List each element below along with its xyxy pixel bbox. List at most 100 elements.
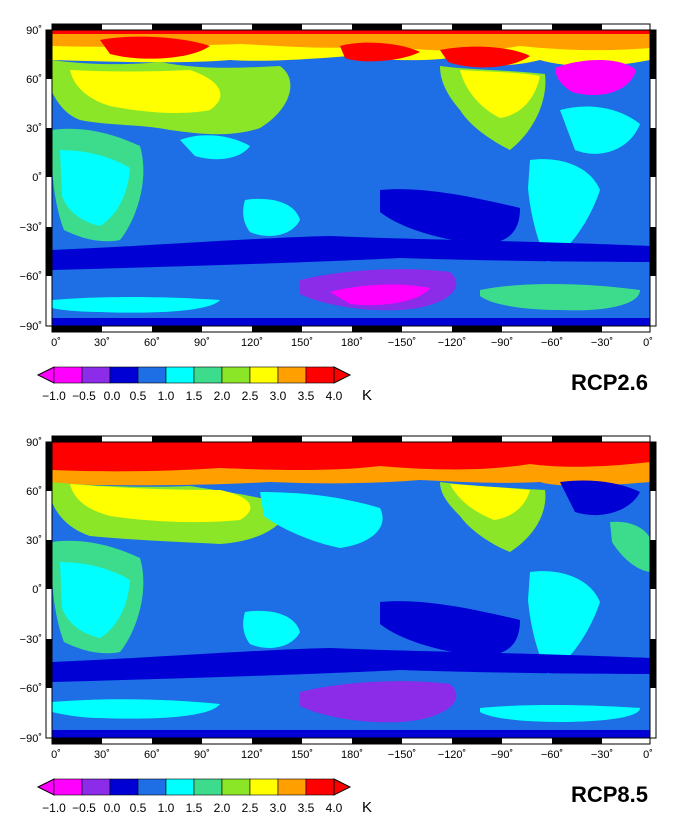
map-panel-rcp26: 90˚ 60˚ 30˚ 0˚ −30˚ −60˚ −90˚ 0˚ 30˚ 60˚… [20, 23, 657, 404]
x-tick-label: −120˚ [438, 749, 466, 761]
x-tick-label: 0˚ [643, 337, 653, 349]
y-tick-label: 0˚ [32, 584, 42, 596]
x-tick-label: 60˚ [144, 337, 160, 349]
colorbar: −1.0 −0.5 0.0 0.5 1.0 1.5 2.0 2.5 3.0 3.… [36, 778, 372, 816]
colorbar-tick-label: 1.5 [186, 801, 203, 815]
colorbar-tick-label: 2.5 [242, 801, 259, 815]
colorbar-swatch [81, 366, 111, 384]
x-tick-label: 30˚ [94, 749, 110, 761]
x-tick-label: 150˚ [291, 337, 313, 349]
colorbar-unit: K [362, 799, 372, 816]
scenario-label: RCP8.5 [571, 782, 648, 807]
colorbar-tick-label: 0.5 [130, 801, 147, 815]
colorbar-swatch [249, 778, 279, 796]
colorbar-tick-label: −1.0 [42, 389, 66, 403]
map-panel-rcp85: 90˚ 60˚ 30˚ 0˚ −30˚ −60˚ −90˚ 0˚ 30˚ 60˚… [0, 412, 680, 832]
colorbar-low-arrow [36, 366, 55, 384]
y-tick-label: −60˚ [20, 271, 42, 283]
colorbar-swatch [53, 778, 83, 796]
x-tick-label: 120˚ [241, 749, 263, 761]
x-tick-label: −60˚ [541, 337, 563, 349]
colorbar-tick-label: −0.5 [72, 389, 96, 403]
colorbar-tick-label: 1.5 [186, 389, 203, 403]
colorbar-tick-label: −0.5 [72, 801, 96, 815]
colorbar-tick-label: 2.0 [214, 801, 231, 815]
colorbar-tick-label: −1.0 [42, 801, 66, 815]
y-axis-ticks: 90˚ 60˚ 30˚ 0˚ −30˚ −60˚ −90˚ [20, 25, 42, 333]
y-tick-label: 30˚ [26, 535, 42, 547]
colorbar-swatch [193, 366, 223, 384]
y-tick-label: −60˚ [20, 683, 42, 695]
colorbar-tick-label: 3.5 [298, 801, 315, 815]
colorbar-swatch [53, 366, 83, 384]
y-tick-label: −90˚ [20, 321, 42, 333]
y-tick-label: −30˚ [20, 222, 42, 234]
x-tick-label: 60˚ [144, 749, 160, 761]
colorbar-swatch [165, 366, 195, 384]
x-tick-label: −60˚ [541, 749, 563, 761]
colorbar-swatch [249, 366, 279, 384]
y-tick-label: −30˚ [20, 634, 42, 646]
x-tick-label: −150˚ [388, 337, 416, 349]
map-figure-rcp26: 90˚ 60˚ 30˚ 0˚ −30˚ −60˚ −90˚ 0˚ 30˚ 60˚… [20, 23, 657, 404]
y-axis-ticks: 90˚ 60˚ 30˚ 0˚ −30˚ −60˚ −90˚ [20, 437, 42, 745]
colorbar-tick-label: 2.5 [242, 389, 259, 403]
colorbar-swatch [109, 778, 139, 796]
colorbar-tick-label: 3.0 [270, 801, 287, 815]
colorbar-high-arrow [333, 778, 352, 796]
x-tick-label: 0˚ [643, 749, 653, 761]
x-axis-ticks: 0˚ 30˚ 60˚ 90˚ 120˚ 150˚ 180˚ −150˚ −120… [51, 749, 653, 761]
x-tick-label: 0˚ [51, 337, 61, 349]
colorbar-tick-label: 2.0 [214, 389, 231, 403]
colorbar-low-arrow [36, 778, 55, 796]
colorbar-swatch [305, 778, 335, 796]
x-tick-label: 30˚ [94, 337, 110, 349]
colorbar-tick-label: 3.5 [298, 389, 315, 403]
x-tick-label: 150˚ [291, 749, 313, 761]
scenario-label: RCP2.6 [571, 370, 648, 395]
y-tick-label: 90˚ [26, 25, 42, 37]
x-tick-label: 180˚ [341, 749, 363, 761]
x-tick-label: −90˚ [491, 749, 513, 761]
map-figure-rcp85: 90˚ 60˚ 30˚ 0˚ −30˚ −60˚ −90˚ 0˚ 30˚ 60˚… [20, 435, 657, 816]
colorbar-swatch [165, 778, 195, 796]
colorbar-tick-label: 0.0 [104, 801, 121, 815]
x-tick-label: 90˚ [194, 749, 210, 761]
y-tick-label: −90˚ [20, 733, 42, 745]
x-tick-label: 90˚ [194, 337, 210, 349]
colorbar-tick-label: 4.0 [326, 801, 343, 815]
colorbar-swatch [137, 366, 167, 384]
y-tick-label: 60˚ [26, 74, 42, 86]
x-tick-label: 0˚ [51, 749, 61, 761]
x-tick-label: −90˚ [491, 337, 513, 349]
colorbar-swatch [277, 778, 307, 796]
x-tick-label: −120˚ [438, 337, 466, 349]
y-tick-label: 90˚ [26, 437, 42, 449]
x-tick-label: 120˚ [241, 337, 263, 349]
x-tick-label: 180˚ [341, 337, 363, 349]
colorbar-tick-label: 3.0 [270, 389, 287, 403]
colorbar-swatch [193, 778, 223, 796]
colorbar-tick-label: 4.0 [326, 389, 343, 403]
colorbar-swatch [221, 366, 251, 384]
colorbar-swatch [137, 778, 167, 796]
colorbar-unit: K [362, 387, 372, 404]
colorbar-swatch [305, 366, 335, 384]
map-frame [45, 23, 657, 333]
y-tick-label: 60˚ [26, 486, 42, 498]
colorbar-high-arrow [333, 366, 352, 384]
x-tick-label: −150˚ [388, 749, 416, 761]
colorbar-swatch [221, 778, 251, 796]
map-frame [45, 435, 657, 745]
colorbar: −1.0 −0.5 0.0 0.5 1.0 1.5 2.0 2.5 3.0 3.… [36, 366, 372, 404]
colorbar-swatch [81, 778, 111, 796]
x-tick-label: −30˚ [591, 749, 613, 761]
colorbar-tick-label: 1.0 [158, 801, 175, 815]
colorbar-tick-label: 0.0 [104, 389, 121, 403]
map-contours [52, 30, 650, 326]
x-tick-label: −30˚ [591, 337, 613, 349]
colorbar-tick-label: 0.5 [130, 389, 147, 403]
colorbar-swatch [277, 366, 307, 384]
y-tick-label: 0˚ [32, 172, 42, 184]
colorbar-tick-label: 1.0 [158, 389, 175, 403]
